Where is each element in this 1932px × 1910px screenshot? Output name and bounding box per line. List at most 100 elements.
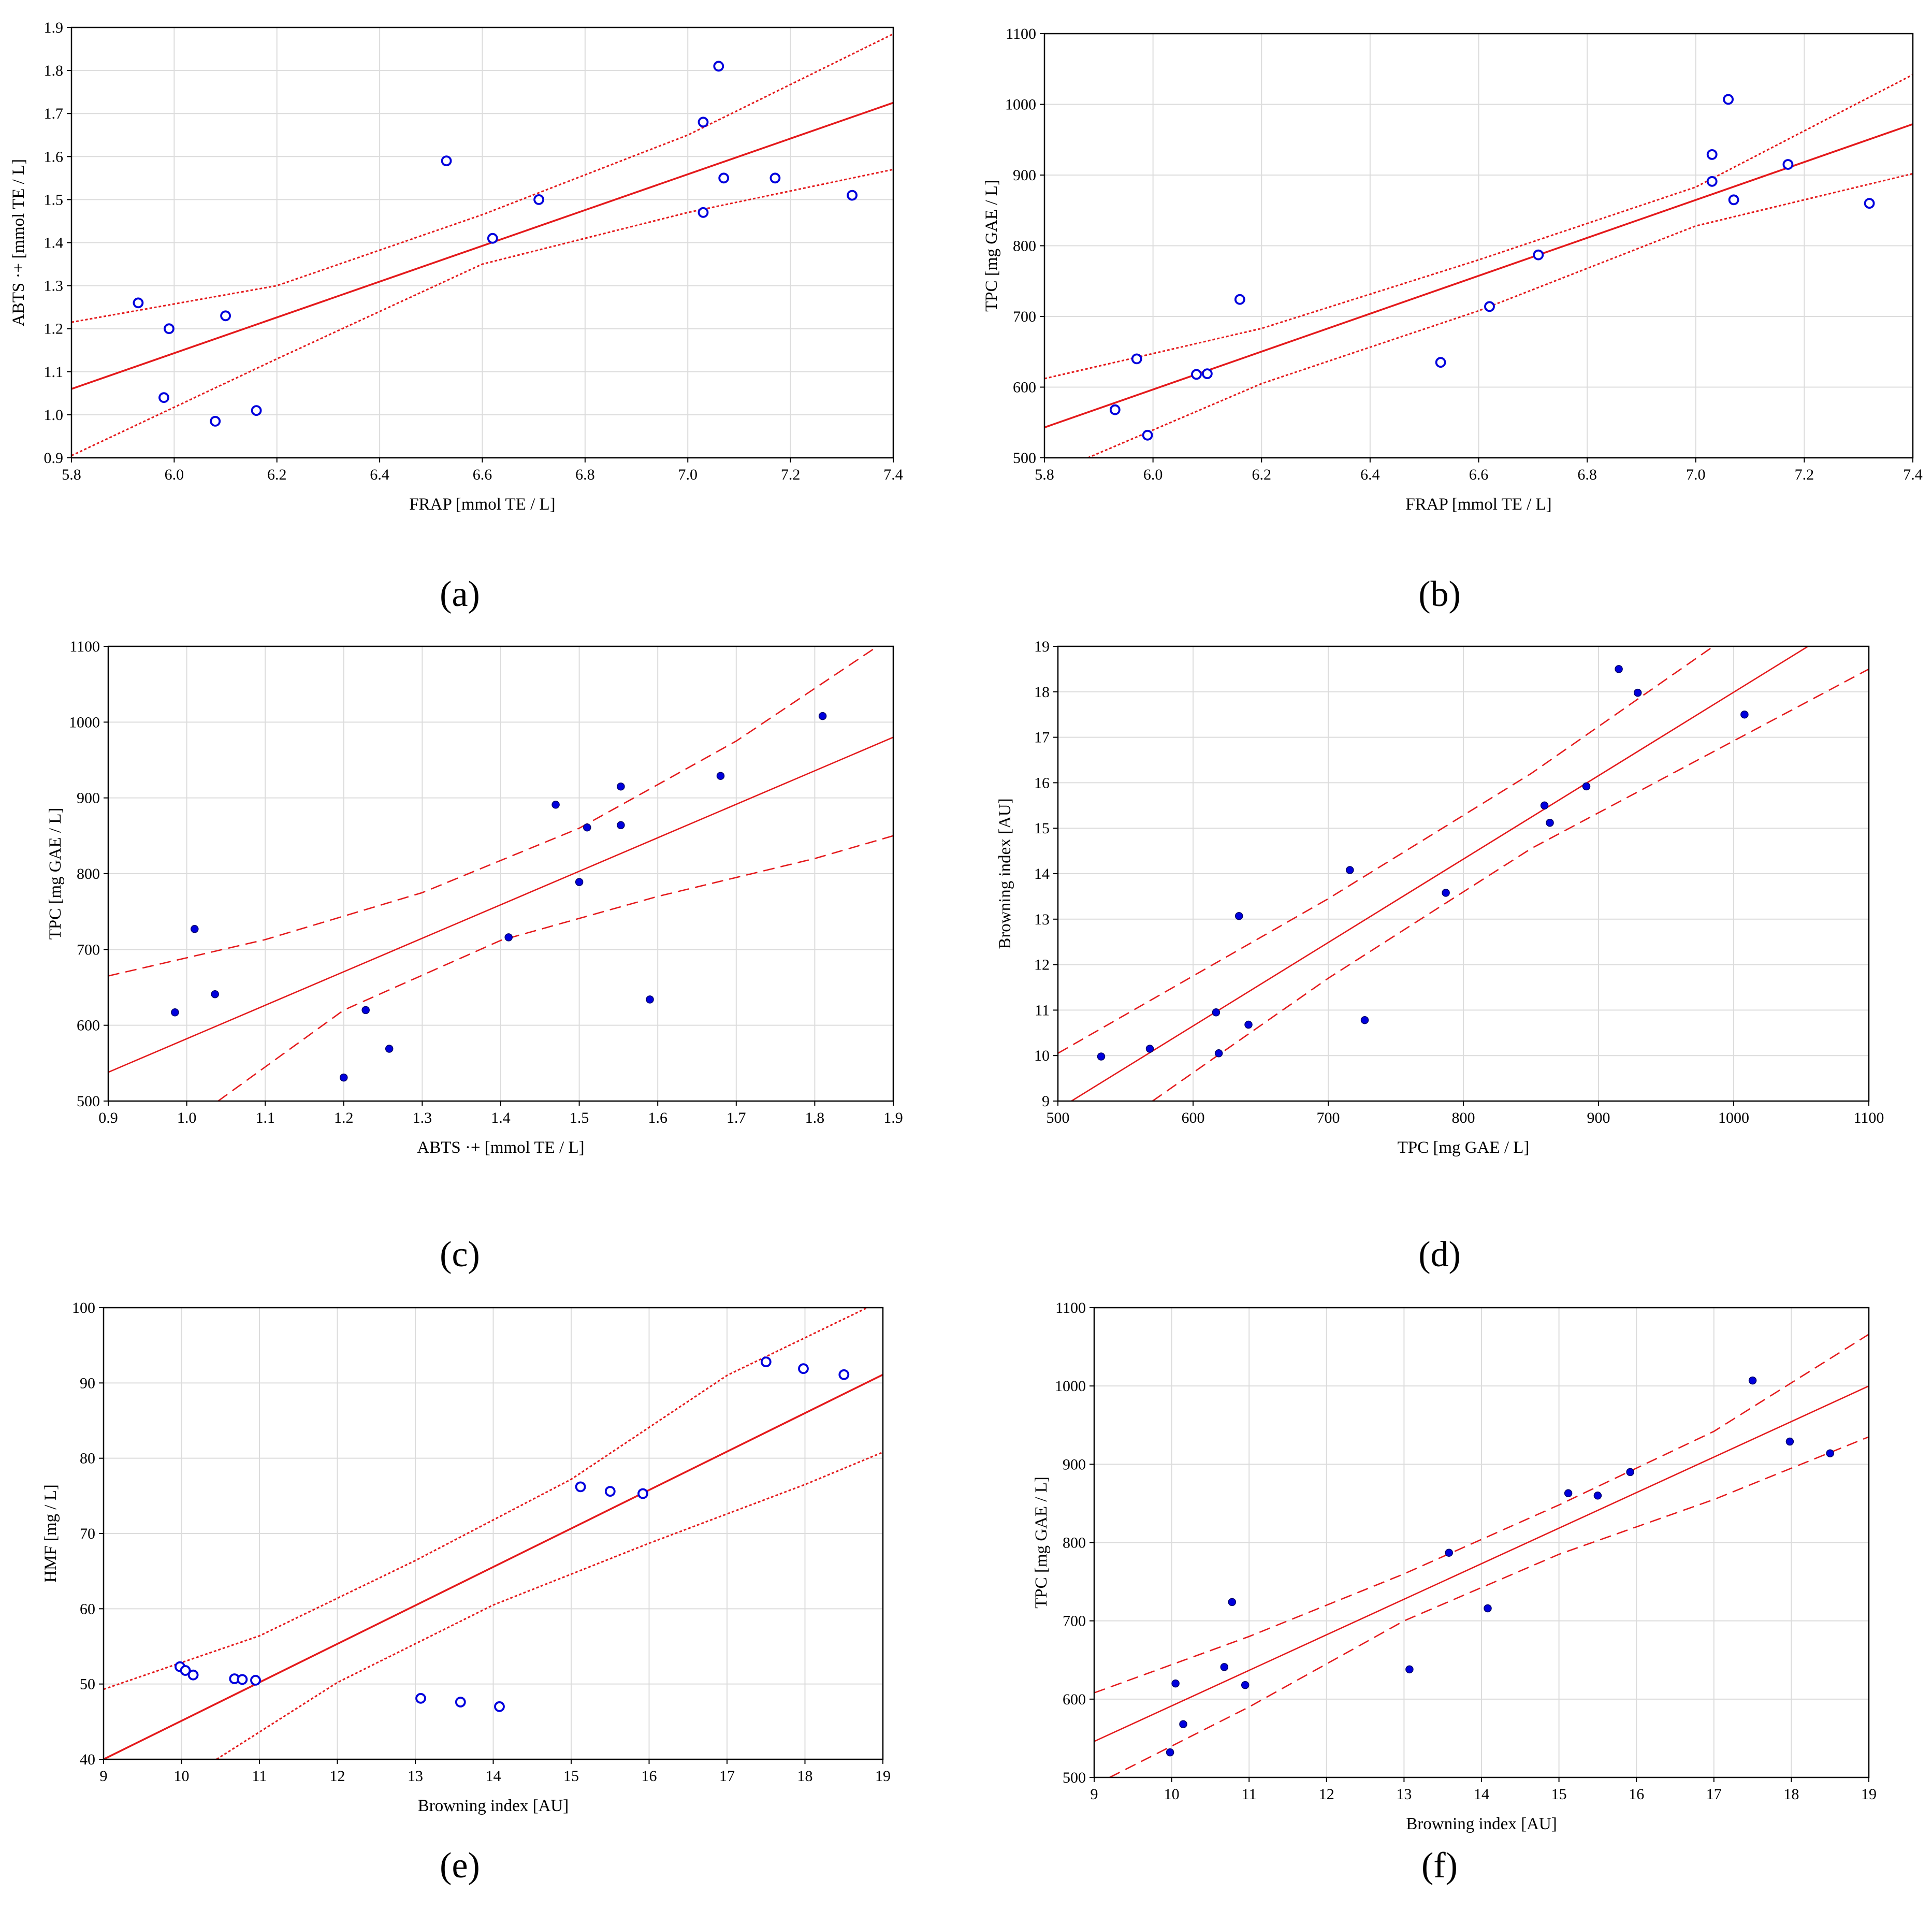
chart-e-y-tick-label: 80 [80, 1450, 95, 1467]
chart-d-point [1244, 1020, 1253, 1029]
chart-a-point [441, 155, 452, 167]
chart-a-point [713, 61, 724, 72]
chart-d-x-tick-label: 500 [1047, 1109, 1070, 1126]
chart-e-point [760, 1356, 772, 1368]
chart-c-point [617, 821, 625, 830]
chart-b-point [1706, 149, 1718, 160]
chart-c-x-axis-label: ABTS ·+ [mmol TE / L] [417, 1138, 584, 1157]
chart-b-ci-upper [1044, 74, 1913, 380]
chart-b-x-axis-label: FRAP [mmol TE / L] [1405, 495, 1551, 514]
chart-a-frame [70, 26, 894, 459]
chart-f-point [1826, 1449, 1834, 1457]
chart-b-point [1484, 301, 1495, 312]
chart-c-x-tick-label: 1.3 [413, 1109, 432, 1126]
chart-c-y-tick-label: 600 [77, 1017, 100, 1034]
chart-d-y-tick-label: 12 [1034, 957, 1050, 974]
chart-a-point [698, 117, 709, 128]
chart-b-y-tick-label: 1000 [1005, 96, 1036, 113]
chart-e-fit-line [104, 1373, 883, 1759]
chart-c-fit-line [108, 736, 893, 1073]
chart-a-ci-upper [71, 33, 893, 323]
chart-e-x-tick-label: 14 [486, 1768, 501, 1785]
chart-b-point [1201, 368, 1213, 379]
chart-d-ci-lower [1152, 668, 1869, 1101]
chart-c-point [191, 925, 199, 933]
chart-e-point [494, 1701, 505, 1712]
chart-c-x-tick-label: 1.2 [334, 1109, 354, 1126]
chart-d-point [1097, 1052, 1106, 1061]
chart-a-caption: (a) [440, 574, 480, 614]
chart-a-point [698, 207, 709, 218]
chart-e-point [798, 1363, 809, 1374]
chart-b-y-tick-label: 800 [1013, 238, 1036, 255]
chart-f-point [1593, 1492, 1602, 1500]
chart-e-point [637, 1488, 648, 1499]
chart-a-x-tick-label: 7.2 [781, 466, 801, 483]
chart-d-point [1360, 1016, 1369, 1024]
chart-b-point [1864, 198, 1875, 209]
chart-d-point [1546, 818, 1554, 827]
chart-d-y-tick-label: 10 [1034, 1047, 1050, 1064]
chart-b-x-tick-label: 6.0 [1143, 466, 1163, 483]
chart-b-panel: 5.8 6.0 6.2 6.4 6.6 6.8 7.0 7.2 7.4 500 600 700 800 9… [982, 25, 1923, 614]
chart-b-x-tick-label: 6.2 [1252, 466, 1272, 483]
chart-e-x-tick-label: 18 [797, 1768, 813, 1785]
chart-b-point [1131, 353, 1142, 365]
chart-d-y-tick-label: 18 [1034, 684, 1050, 701]
chart-f-point [1241, 1681, 1250, 1689]
chart-f-point [1626, 1468, 1634, 1477]
chart-f-x-axis-label: Browning index [AU] [1406, 1815, 1557, 1833]
chart-a-point [251, 405, 262, 416]
chart-b-y-tick-label: 700 [1013, 308, 1036, 325]
chart-a-x-tick-label: 6.6 [473, 466, 492, 483]
chart-c-x-tick-label: 1.7 [727, 1109, 746, 1126]
chart-d-x-axis-label: TPC [mg GAE / L] [1398, 1138, 1530, 1157]
chart-d-point [1346, 866, 1354, 874]
chart-d-x-tick-label: 700 [1317, 1109, 1340, 1126]
chart-b-point [1706, 176, 1718, 187]
chart-d-fit-line [1071, 646, 1809, 1101]
chart-e-point [180, 1665, 191, 1676]
chart-d-point [1234, 911, 1243, 920]
chart-b-fit-line [1044, 123, 1913, 428]
chart-c-point [716, 772, 725, 780]
chart-f-y-axis-label: TPC [mg GAE / L] [1032, 1477, 1051, 1609]
chart-e-point [455, 1697, 466, 1708]
chart-f-point [1445, 1549, 1453, 1557]
chart-f-point [1228, 1598, 1237, 1607]
chart-e-x-tick-label: 11 [252, 1768, 267, 1785]
chart-b-frame [1043, 33, 1914, 459]
chart-a-point [718, 172, 730, 184]
chart-a-point [847, 190, 858, 201]
chart-d-x-tick-label: 1100 [1854, 1109, 1884, 1126]
chart-f-point [1484, 1604, 1492, 1613]
chart-a-point [210, 416, 221, 427]
chart-b-x-tick-label: 5.8 [1035, 466, 1054, 483]
chart-f-y-tick-label: 700 [1063, 1613, 1086, 1630]
chart-b-x-tick-label: 7.2 [1795, 466, 1814, 483]
chart-d-point [1540, 801, 1549, 810]
chart-b-x-tick-label: 6.4 [1360, 466, 1380, 483]
chart-c-panel: 0.9 1.0 1.1 1.2 1.3 1.4 1.5 1.6 1.7 1.8 1.9 500 600 7… [46, 638, 903, 1275]
chart-a-point [769, 172, 781, 184]
chart-d-panel: 500 600 700 800 900 1000 1100 9 10 11 12 13 14 15 16 17… [996, 638, 1884, 1275]
chart-c-frame [107, 645, 894, 1102]
chart-a-point [133, 297, 144, 309]
chart-f-x-tick-label: 12 [1319, 1786, 1334, 1803]
chart-c-x-tick-label: 1.4 [491, 1109, 511, 1126]
chart-b-point [1191, 369, 1202, 380]
chart-e-ci-upper [104, 1308, 868, 1690]
chart-e-point [838, 1369, 850, 1380]
chart-c-ci-lower [217, 835, 893, 1101]
chart-f-x-tick-label: 16 [1629, 1786, 1644, 1803]
chart-a-x-tick-label: 6.0 [165, 466, 184, 483]
chart-f-x-tick-label: 15 [1551, 1786, 1567, 1803]
chart-f-y-tick-label: 1100 [1055, 1299, 1086, 1316]
chart-e-x-tick-label: 15 [563, 1768, 579, 1785]
chart-d-point [1740, 710, 1749, 719]
chart-b-x-tick-label: 7.0 [1686, 466, 1706, 483]
chart-f-x-tick-label: 14 [1474, 1786, 1489, 1803]
chart-a-x-axis-label: FRAP [mmol TE / L] [409, 495, 555, 514]
chart-c-x-tick-label: 1.5 [570, 1109, 589, 1126]
chart-c-x-tick-label: 0.9 [98, 1109, 118, 1126]
